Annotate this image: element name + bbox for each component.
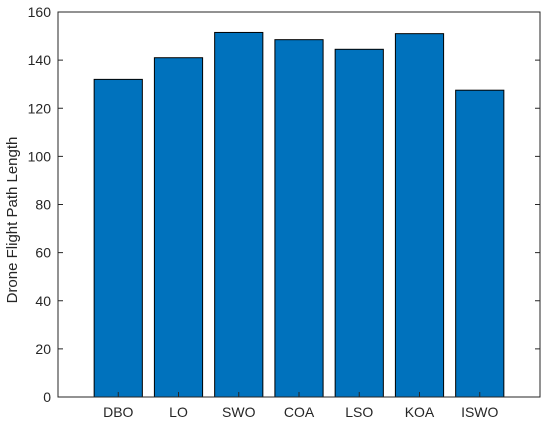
bar-lo — [153, 57, 204, 398]
y-tick-label: 40 — [35, 293, 51, 309]
x-tick-label: DBO — [103, 404, 133, 420]
x-tick-label: COA — [284, 404, 315, 420]
bar-coa — [274, 39, 324, 398]
y-tick-label: 140 — [28, 52, 52, 68]
y-tick-label: 120 — [28, 100, 52, 116]
bar-iswo — [455, 89, 505, 398]
x-tick-label: LSO — [345, 404, 373, 420]
y-tick-label: 100 — [28, 148, 52, 164]
x-tick-label: ISWO — [461, 404, 498, 420]
x-tick-label: SWO — [222, 404, 256, 420]
y-tick-label: 60 — [35, 245, 51, 261]
y-axis-label: Drone Flight Path Length — [4, 137, 21, 304]
ticks-layer: DBO LO SWO COA LSO KOA ISWO 0 20 40 60 80 100 120 140 1… — [28, 4, 540, 420]
y-tick-label: 160 — [28, 4, 52, 20]
bar-lso — [334, 48, 384, 398]
x-tick-label: KOA — [405, 404, 435, 420]
bar-dbo — [93, 78, 143, 398]
bar-koa — [394, 33, 445, 398]
bars-layer — [93, 31, 505, 398]
y-tick-label: 0 — [43, 389, 51, 405]
y-tick-label: 20 — [35, 341, 51, 357]
bar-swo — [214, 31, 264, 398]
x-tick-label: LO — [169, 404, 188, 420]
y-tick-label: 80 — [35, 197, 51, 213]
